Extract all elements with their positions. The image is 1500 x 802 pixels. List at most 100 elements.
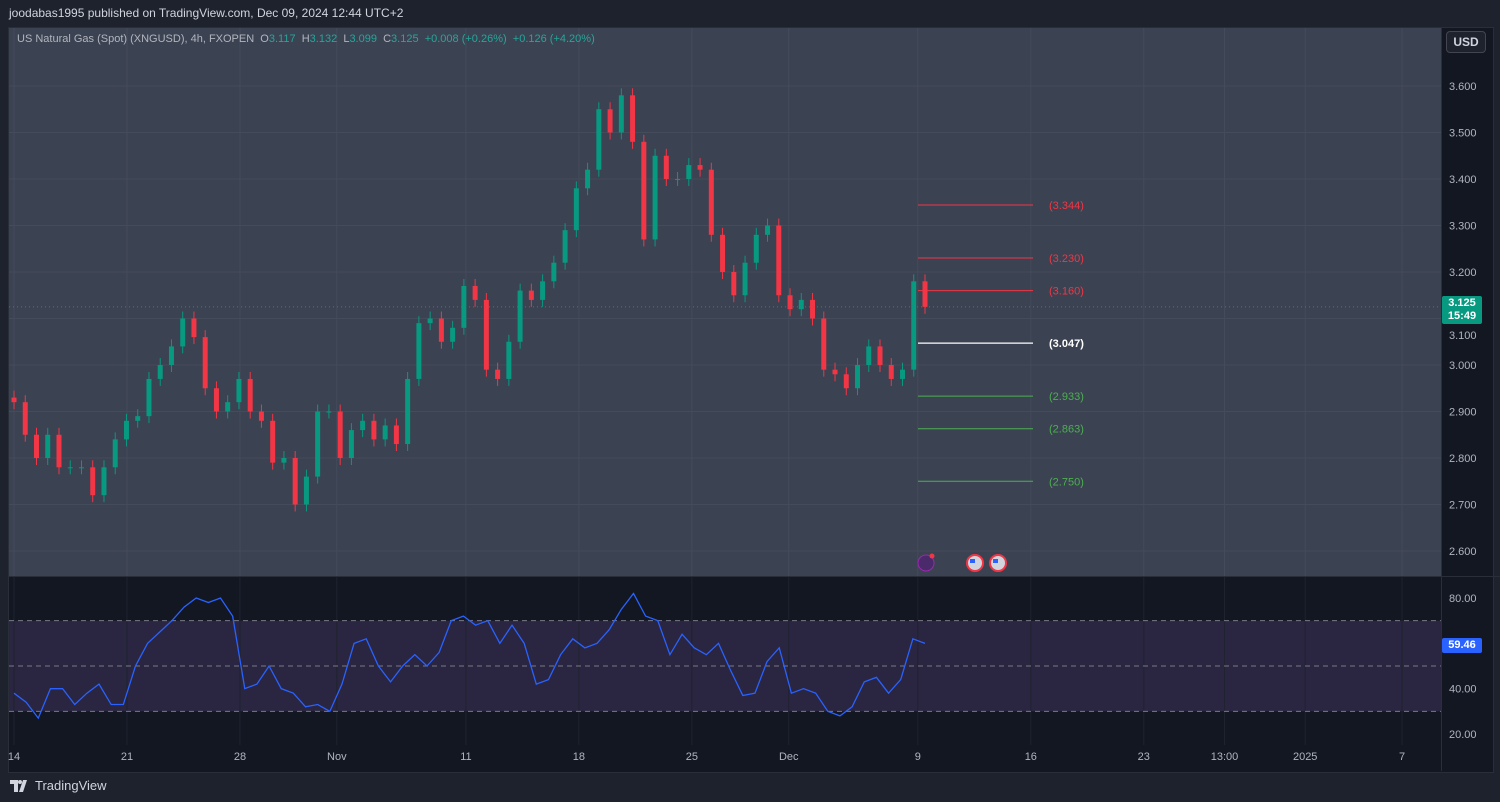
y-tick-label: 3.600 bbox=[1449, 81, 1477, 93]
x-tick-label: Dec bbox=[779, 751, 799, 763]
candle bbox=[765, 225, 771, 235]
y-tick-label: 3.000 bbox=[1449, 360, 1477, 372]
x-tick-label: 28 bbox=[234, 751, 246, 763]
price-pane bbox=[9, 28, 1441, 576]
candle bbox=[540, 281, 546, 300]
candle bbox=[123, 420, 129, 440]
bar-countdown: 15:49 bbox=[1447, 310, 1477, 322]
candle bbox=[191, 318, 197, 338]
x-tick-label: Nov bbox=[327, 751, 347, 763]
y-tick-label: 3.400 bbox=[1449, 174, 1477, 186]
candle bbox=[810, 299, 816, 319]
candle bbox=[157, 365, 163, 379]
candle bbox=[348, 430, 354, 458]
candle bbox=[202, 337, 208, 389]
open-value: 3.117 bbox=[268, 33, 296, 45]
high-label: H bbox=[301, 33, 310, 45]
rsi-tick-label: 20.00 bbox=[1449, 729, 1477, 741]
x-tick-label: 7 bbox=[1399, 751, 1405, 763]
candle bbox=[236, 378, 242, 403]
candle bbox=[270, 420, 276, 463]
candle bbox=[641, 141, 647, 240]
candle bbox=[663, 155, 669, 179]
candle bbox=[78, 467, 84, 469]
rsi-tick-label: 80.00 bbox=[1449, 593, 1477, 605]
y-tick-label: 2.700 bbox=[1449, 500, 1477, 512]
high-value: 3.132 bbox=[309, 33, 338, 45]
candle bbox=[731, 272, 737, 296]
candle bbox=[596, 109, 602, 170]
candle bbox=[326, 411, 332, 413]
candle bbox=[742, 262, 748, 296]
candle bbox=[405, 378, 411, 445]
x-tick-label: 16 bbox=[1025, 751, 1037, 763]
candle bbox=[315, 411, 321, 477]
publish-info: joodabas1995 published on TradingView.co… bbox=[9, 6, 404, 20]
candle bbox=[922, 281, 928, 307]
candle bbox=[461, 285, 467, 328]
low-value: 3.099 bbox=[349, 33, 377, 45]
x-tick-label: 2025 bbox=[1293, 751, 1317, 763]
y-tick-label: 3.200 bbox=[1449, 267, 1477, 279]
candle bbox=[607, 109, 613, 133]
candle bbox=[630, 95, 636, 142]
rsi-value-label: 59.46 bbox=[1442, 638, 1482, 653]
candle bbox=[225, 402, 231, 412]
candle bbox=[146, 378, 152, 417]
candle bbox=[528, 290, 534, 300]
tradingview-logo[interactable]: TradingView bbox=[10, 778, 107, 793]
candle bbox=[888, 365, 894, 379]
dividend-event-icon bbox=[917, 554, 935, 572]
x-tick-label: 25 bbox=[686, 751, 698, 763]
y-tick-label: 2.900 bbox=[1449, 407, 1477, 419]
us-flag-canton bbox=[993, 559, 998, 563]
currency-button[interactable]: USD bbox=[1446, 31, 1486, 53]
candle bbox=[101, 467, 107, 496]
close-value: 3.125 bbox=[391, 33, 419, 45]
candle bbox=[551, 262, 557, 282]
candle bbox=[686, 165, 692, 179]
candle bbox=[675, 179, 681, 180]
level-label: (3.230) bbox=[1049, 253, 1084, 265]
candle bbox=[427, 318, 433, 324]
candle bbox=[67, 467, 73, 469]
candle bbox=[776, 225, 782, 296]
candle bbox=[213, 388, 219, 412]
tradingview-logo-icon bbox=[10, 779, 27, 792]
low-label: L bbox=[343, 33, 350, 45]
x-tick-label: 23 bbox=[1138, 751, 1150, 763]
candle bbox=[168, 346, 174, 365]
candle bbox=[472, 285, 478, 300]
symbol-name: US Natural Gas (Spot) (XNGUSD), 4h, FXOP… bbox=[17, 33, 255, 45]
candle bbox=[652, 155, 658, 240]
candle bbox=[855, 365, 861, 389]
level-label: (2.933) bbox=[1049, 391, 1084, 403]
rsi-line bbox=[13, 592, 926, 720]
level-label: (3.160) bbox=[1049, 286, 1084, 298]
candle bbox=[495, 369, 501, 379]
event-alert-dot bbox=[929, 553, 935, 559]
candle bbox=[517, 290, 523, 342]
change-value: +0.008 (+0.26%) bbox=[424, 33, 507, 45]
level-label: (2.750) bbox=[1049, 476, 1084, 488]
candle bbox=[720, 234, 726, 272]
level-label: (3.047) bbox=[1049, 338, 1084, 350]
candle bbox=[877, 346, 883, 365]
candle bbox=[33, 434, 39, 458]
level-label: (3.344) bbox=[1049, 200, 1084, 212]
candle bbox=[450, 327, 456, 342]
x-tick-label: 21 bbox=[121, 751, 133, 763]
candle bbox=[573, 188, 579, 231]
candle bbox=[393, 425, 399, 445]
candle bbox=[292, 458, 298, 505]
x-tick-label: 18 bbox=[573, 751, 585, 763]
candle bbox=[22, 402, 28, 435]
candle bbox=[832, 369, 838, 375]
candle bbox=[11, 397, 17, 403]
candle bbox=[787, 295, 793, 310]
y-tick-label: 3.100 bbox=[1449, 330, 1477, 342]
y-tick-label: 2.600 bbox=[1449, 546, 1477, 558]
candle bbox=[483, 299, 489, 370]
candle bbox=[562, 230, 568, 263]
